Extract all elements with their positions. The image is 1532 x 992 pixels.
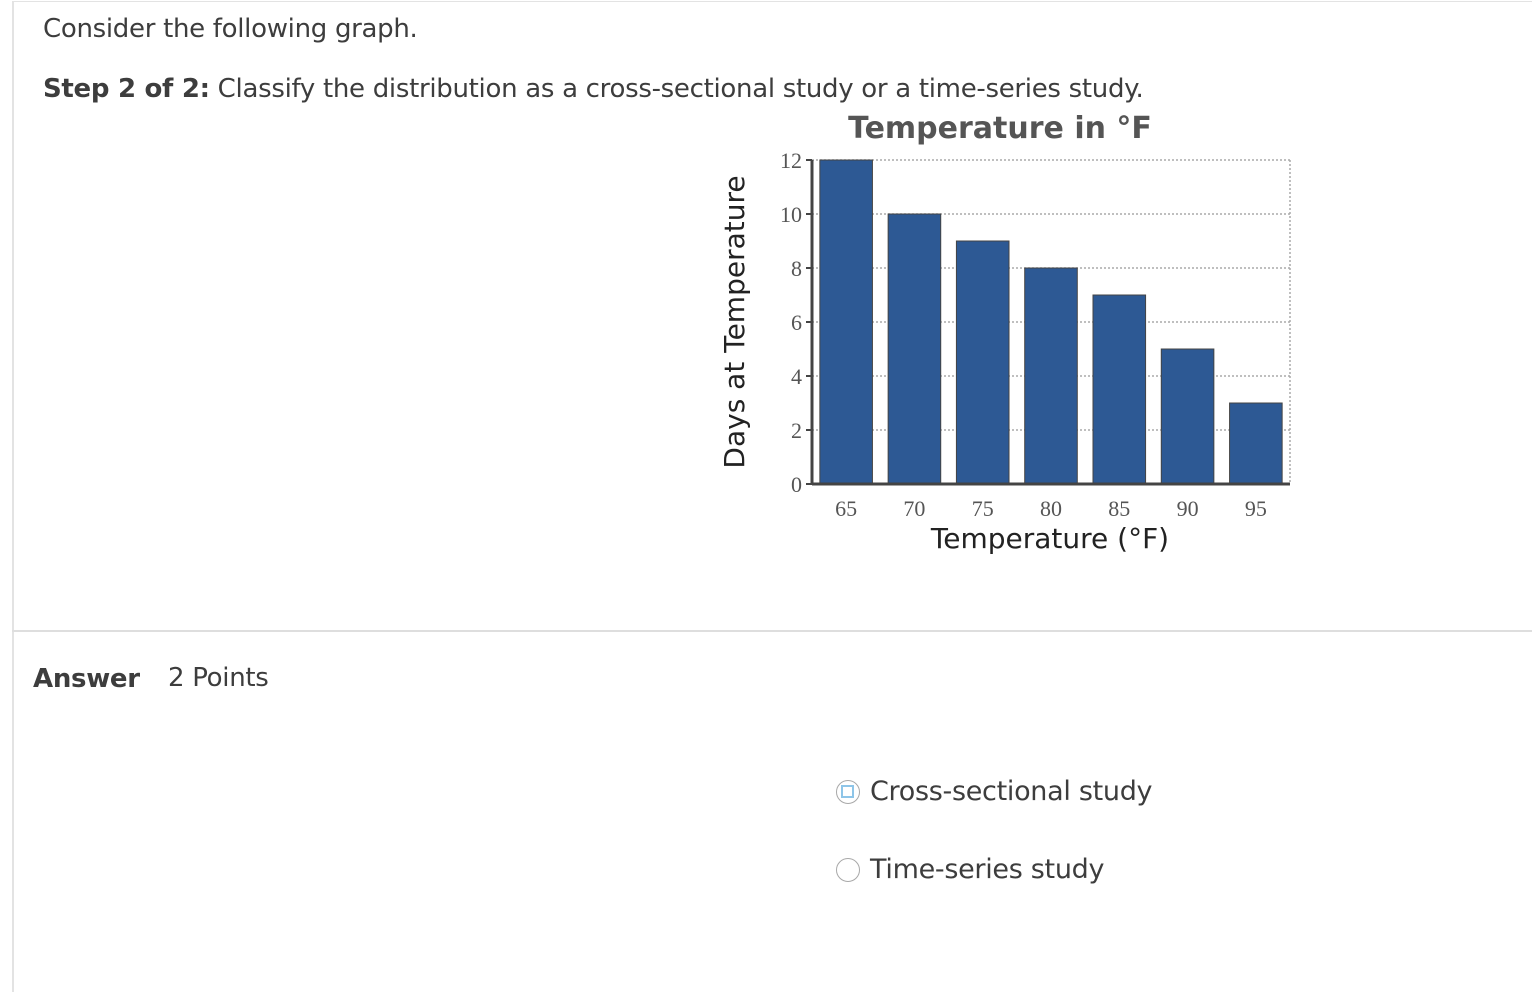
radio-button[interactable]	[836, 779, 860, 804]
option-label: Cross-sectional study	[870, 776, 1153, 807]
chart-title: Temperature in °F	[848, 111, 1152, 146]
bar-80	[1024, 267, 1078, 485]
y-tick-label: 10	[780, 202, 802, 227]
question-intro: Consider the following graph.	[43, 14, 418, 44]
question-step: Step 2 of 2: Classify the distribution a…	[43, 74, 1144, 104]
bar-90	[1160, 348, 1215, 485]
x-tick-label: 70	[903, 496, 925, 521]
option-time-series[interactable]: Time-series study	[836, 854, 1104, 885]
x-tick-label: 95	[1245, 496, 1267, 521]
x-axis-label: Temperature (°F)	[930, 522, 1169, 555]
x-tick-label: 80	[1040, 496, 1062, 521]
x-tick-label: 75	[972, 496, 994, 521]
points-label: 2 Points	[168, 663, 269, 693]
x-tick-label: 85	[1108, 496, 1130, 521]
y-tick-label: 6	[791, 310, 802, 335]
bar-70	[887, 213, 942, 485]
answer-label: Answer	[33, 664, 140, 694]
y-tick-label: 12	[780, 148, 802, 173]
y-tick-label: 2	[791, 418, 802, 443]
x-tick-label: 65	[835, 496, 857, 521]
divider	[12, 630, 1532, 632]
bar-65	[819, 159, 873, 485]
y-axis-label: Days at Temperature	[718, 175, 751, 468]
radio-button[interactable]	[836, 857, 860, 882]
bar-75	[955, 240, 1010, 485]
step-text: Classify the distribution as a cross-sec…	[209, 74, 1144, 104]
y-tick-label: 0	[791, 472, 802, 497]
option-label: Time-series study	[870, 854, 1105, 885]
x-tick-label: 90	[1177, 496, 1199, 521]
bar-95	[1229, 402, 1283, 485]
bar-85	[1092, 294, 1147, 485]
y-tick-label: 8	[791, 256, 802, 281]
option-cross-sectional[interactable]: Cross-sectional study	[836, 776, 1153, 807]
bar-chart: Temperature in °F 0 2 4 6 8 10 12 65 70 75 80 85 90 95…	[718, 111, 1291, 555]
step-label: Step 2 of 2:	[43, 74, 210, 104]
question-panel	[12, 1, 1532, 992]
y-tick-label: 4	[791, 364, 802, 389]
